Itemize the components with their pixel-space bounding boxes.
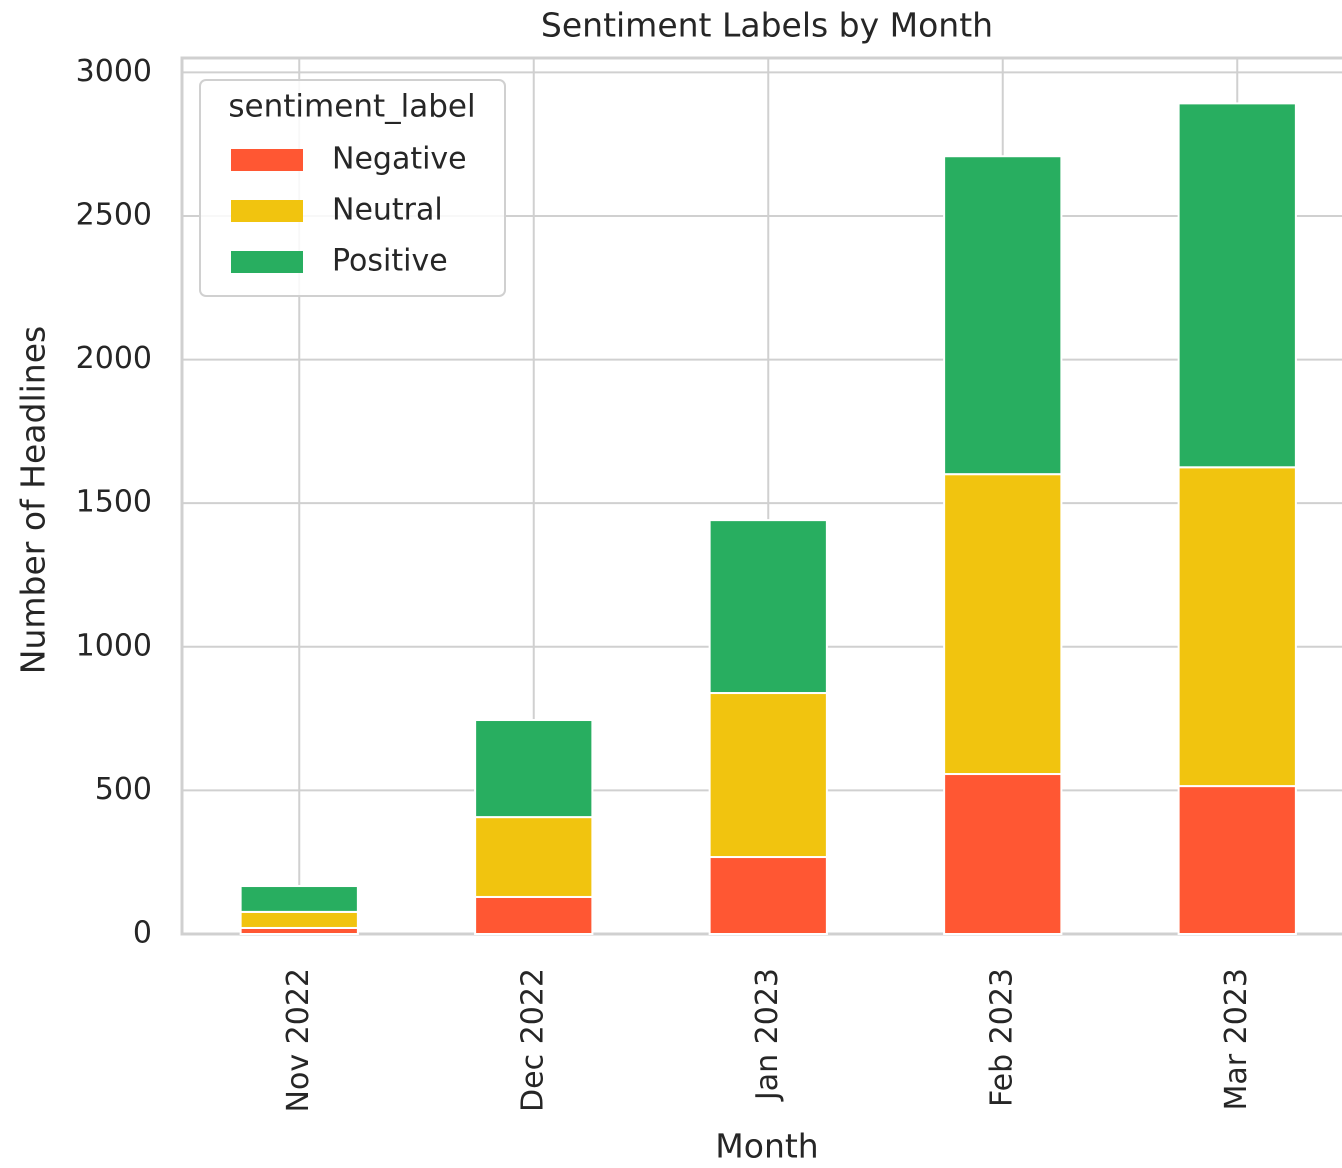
bar bbox=[474, 816, 594, 898]
bar bbox=[239, 910, 359, 929]
y-tick-label: 3000 bbox=[76, 54, 152, 89]
x-tick-label: Mar 2023 bbox=[1219, 968, 1254, 1111]
y-tick-label: 0 bbox=[133, 916, 152, 951]
x-tick-label: Dec 2022 bbox=[515, 968, 550, 1112]
bar bbox=[943, 773, 1063, 935]
bar bbox=[708, 692, 828, 859]
legend-swatch bbox=[231, 251, 303, 273]
y-axis-label: Number of Headlines bbox=[14, 326, 53, 674]
x-tick-label: Feb 2023 bbox=[984, 968, 1019, 1107]
bar bbox=[708, 856, 828, 935]
y-tick-label: 2500 bbox=[76, 197, 152, 232]
x-tick-label: Jan 2023 bbox=[750, 968, 785, 1102]
y-tick-label: 500 bbox=[95, 772, 152, 807]
bar bbox=[708, 519, 828, 695]
bar bbox=[239, 885, 359, 913]
bar bbox=[943, 473, 1063, 776]
y-tick-label: 2000 bbox=[76, 341, 152, 376]
bar bbox=[943, 155, 1063, 476]
bar bbox=[1177, 785, 1297, 936]
legend-label: Negative bbox=[332, 142, 467, 177]
bar bbox=[1177, 102, 1297, 469]
bar bbox=[1177, 466, 1297, 788]
legend-swatch bbox=[231, 149, 303, 171]
legend-label: Neutral bbox=[332, 193, 443, 228]
y-tick-label: 1000 bbox=[76, 628, 152, 663]
bar bbox=[474, 895, 594, 936]
chart-title: Sentiment Labels by Month bbox=[541, 6, 993, 45]
y-tick-label: 1500 bbox=[76, 485, 152, 520]
legend-title: sentiment_label bbox=[228, 89, 475, 125]
legend-label: Positive bbox=[332, 244, 448, 279]
legend-box bbox=[199, 79, 506, 297]
legend-swatch bbox=[231, 200, 303, 222]
bar bbox=[474, 719, 594, 819]
x-tick-label: Nov 2022 bbox=[281, 968, 316, 1112]
x-axis-label: Month bbox=[715, 1127, 818, 1166]
